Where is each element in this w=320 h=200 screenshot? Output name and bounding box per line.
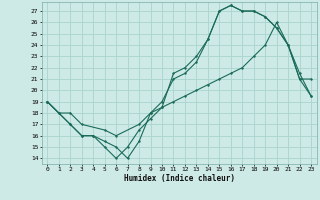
X-axis label: Humidex (Indice chaleur): Humidex (Indice chaleur) (124, 174, 235, 183)
